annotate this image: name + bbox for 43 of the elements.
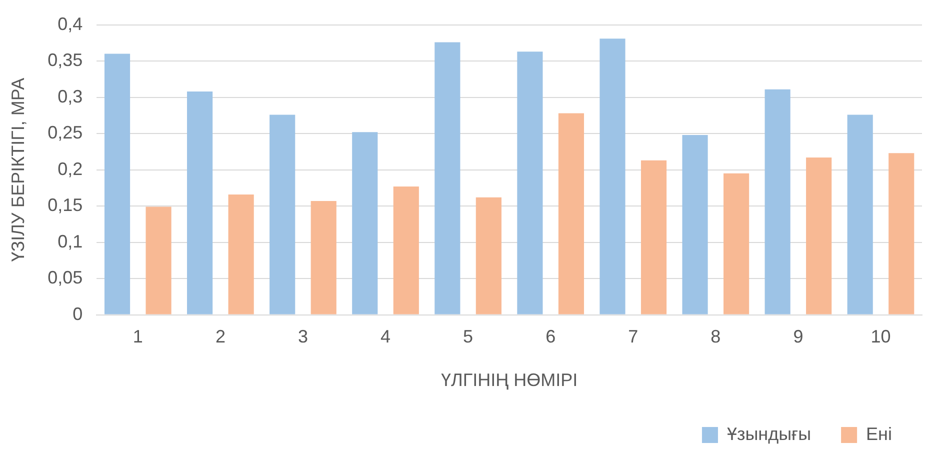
x-tick-label: 4 bbox=[380, 326, 391, 347]
bar bbox=[476, 197, 502, 314]
x-tick-label: 2 bbox=[215, 326, 226, 347]
y-tick-label: 0,05 bbox=[48, 268, 83, 288]
y-tick-label: 0,15 bbox=[48, 195, 83, 216]
x-axis-title: ҮЛГІНІҢ НӨМІРІ bbox=[441, 370, 578, 390]
bar bbox=[847, 114, 873, 314]
bar bbox=[228, 194, 254, 314]
x-tick-label: 6 bbox=[546, 326, 556, 347]
x-tick-label: 1 bbox=[132, 326, 143, 347]
y-tick-label: 0 bbox=[72, 304, 83, 324]
bar bbox=[187, 92, 213, 314]
bar bbox=[352, 132, 378, 314]
legend-label: Ұзындығы bbox=[726, 424, 812, 444]
bar bbox=[270, 114, 296, 314]
bar bbox=[146, 206, 172, 314]
x-tick-label: 3 bbox=[298, 326, 308, 347]
x-tick-label: 10 bbox=[870, 326, 891, 347]
x-tick-label: 7 bbox=[628, 326, 638, 347]
x-tick-label: 9 bbox=[793, 326, 804, 347]
bar bbox=[640, 160, 667, 314]
bar bbox=[806, 157, 832, 314]
bar bbox=[434, 42, 460, 314]
y-tick-label: 0,25 bbox=[48, 122, 83, 143]
x-tick-label: 8 bbox=[710, 326, 721, 347]
bar bbox=[724, 173, 750, 314]
bar bbox=[558, 113, 584, 314]
y-tick-label: 0,35 bbox=[48, 50, 83, 70]
bar bbox=[600, 38, 626, 314]
bar bbox=[517, 52, 543, 314]
y-axis-title: ҮЗІЛУ БЕРІКТІГІ, МРА bbox=[8, 78, 28, 262]
bar bbox=[393, 186, 419, 314]
x-tick-label: 5 bbox=[463, 326, 474, 347]
bar bbox=[682, 135, 708, 314]
y-tick-label: 0,3 bbox=[58, 86, 83, 106]
y-tick-label: 0,2 bbox=[58, 158, 83, 179]
bar bbox=[888, 153, 914, 314]
y-tick-label: 0,1 bbox=[58, 231, 83, 252]
bar bbox=[104, 54, 130, 314]
bar bbox=[764, 89, 790, 314]
legend-label: Ені bbox=[866, 424, 892, 444]
y-tick-label: 0,4 bbox=[58, 14, 83, 34]
bar bbox=[310, 200, 336, 314]
